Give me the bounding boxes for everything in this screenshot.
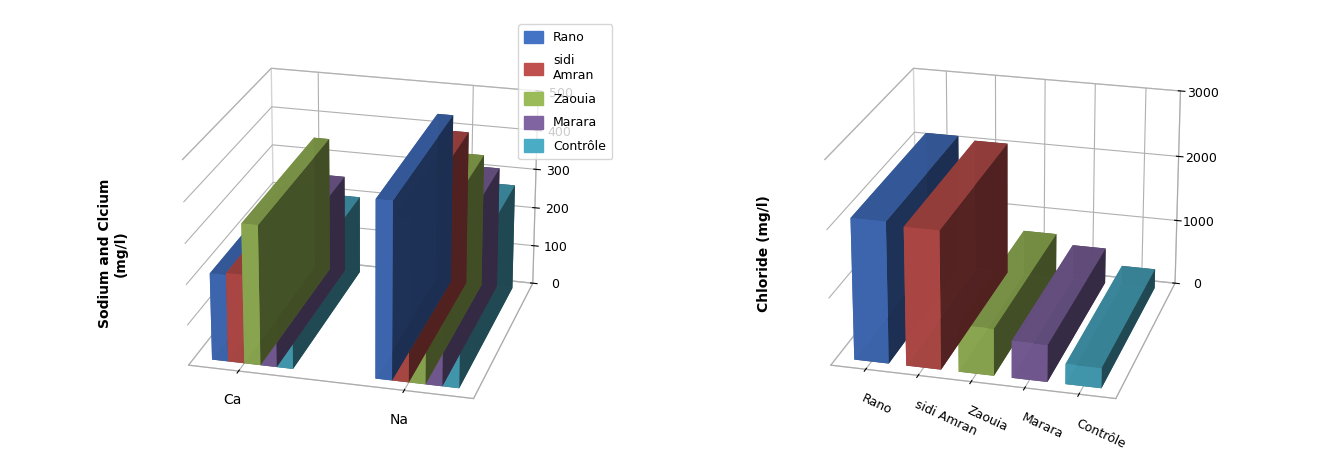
- Legend: Rano, sidi
Amran, Zaouia, Marara, Contrôle: Rano, sidi Amran, Zaouia, Marara, Contrô…: [518, 24, 613, 159]
- Text: Chloride (mg/l): Chloride (mg/l): [757, 195, 771, 311]
- Text: Sodium and Clcium
(mg/l): Sodium and Clcium (mg/l): [98, 178, 128, 328]
